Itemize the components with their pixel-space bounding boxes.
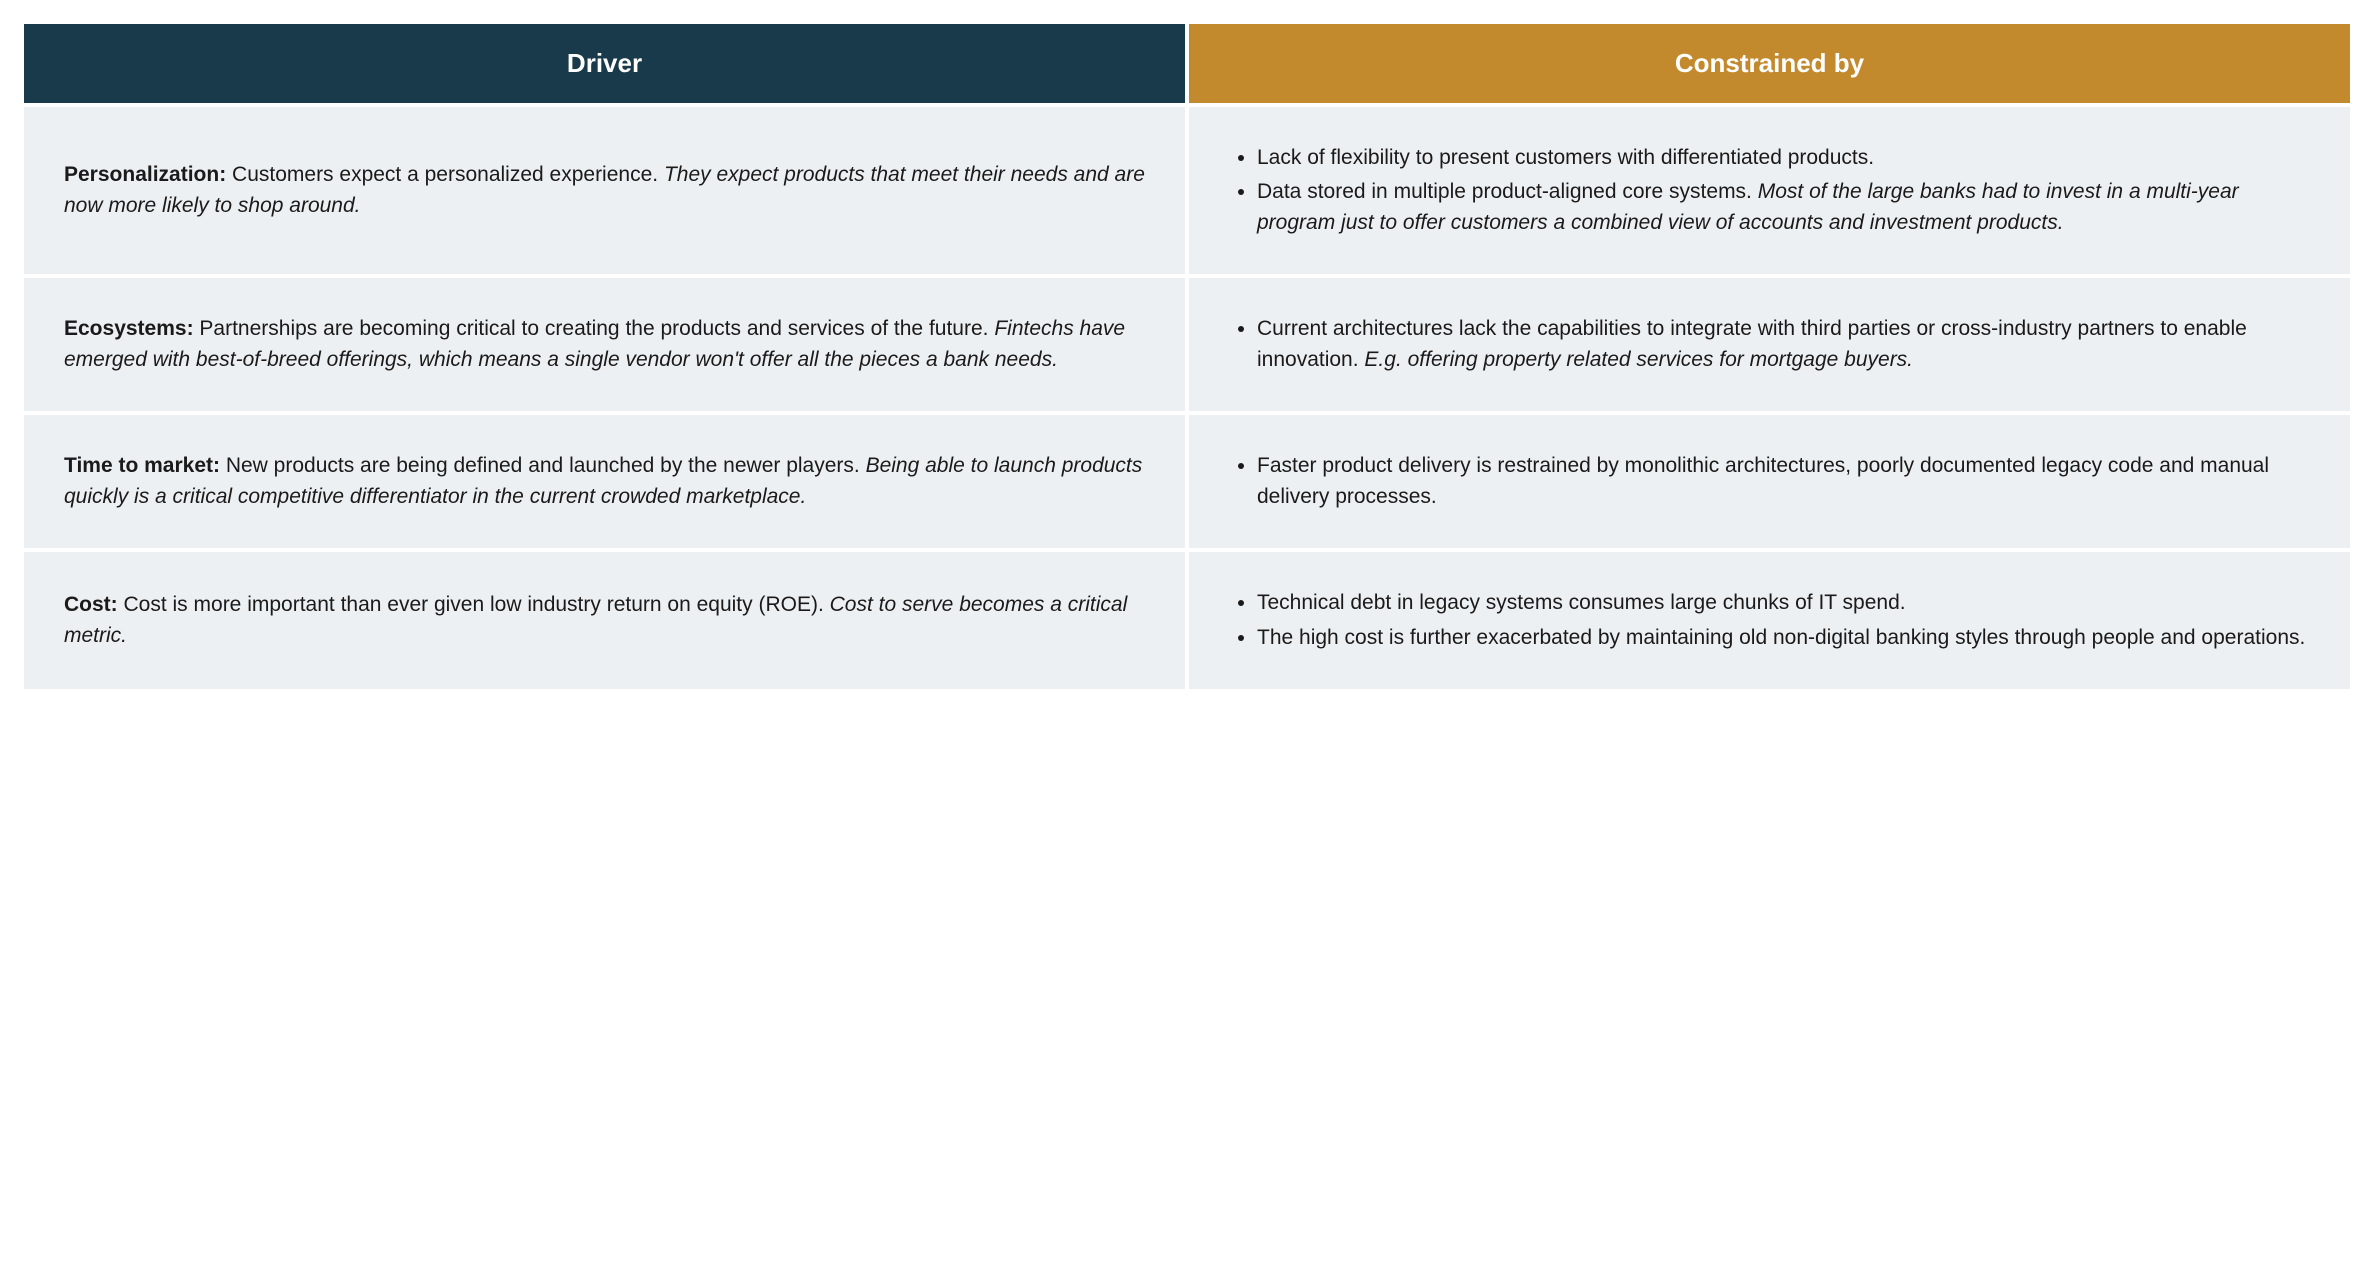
driver-text: New products are being defined and launc… [220, 454, 866, 477]
driver-title: Time to market: [64, 454, 220, 477]
header-driver: Driver [24, 24, 1185, 103]
constraint-text: Technical debt in legacy systems consume… [1257, 591, 1906, 614]
driver-text: Partnerships are becoming critical to cr… [194, 317, 995, 340]
table-row: Cost: Cost is more important than ever g… [24, 552, 2350, 689]
constraint-text: Data stored in multiple product-aligned … [1257, 180, 1758, 203]
header-constrained-by: Constrained by [1189, 24, 2350, 103]
drivers-constraints-table: Driver Constrained by Personalization: C… [20, 20, 2354, 693]
constraint-list: Technical debt in legacy systems consume… [1229, 588, 2310, 653]
constraint-italic: E.g. offering property related services … [1364, 348, 1913, 371]
constraint-cell: Current architectures lack the capabilit… [1189, 278, 2350, 411]
constraint-item: Lack of flexibility to present customers… [1257, 143, 2310, 173]
constraint-item: The high cost is further exacerbated by … [1257, 623, 2310, 653]
driver-cell: Ecosystems: Partnerships are becoming cr… [24, 278, 1185, 411]
constraint-cell: Faster product delivery is restrained by… [1189, 415, 2350, 548]
driver-text: Cost is more important than ever given l… [118, 593, 830, 616]
constraint-item: Data stored in multiple product-aligned … [1257, 177, 2310, 238]
table-row: Time to market: New products are being d… [24, 415, 2350, 548]
driver-title: Cost: [64, 593, 118, 616]
constraint-list: Lack of flexibility to present customers… [1229, 143, 2310, 238]
driver-cell: Cost: Cost is more important than ever g… [24, 552, 1185, 689]
driver-title: Personalization: [64, 163, 226, 186]
constraint-item: Faster product delivery is restrained by… [1257, 451, 2310, 512]
driver-title: Ecosystems: [64, 317, 194, 340]
table-header-row: Driver Constrained by [24, 24, 2350, 103]
driver-cell: Time to market: New products are being d… [24, 415, 1185, 548]
constraint-cell: Lack of flexibility to present customers… [1189, 107, 2350, 274]
constraint-list: Faster product delivery is restrained by… [1229, 451, 2310, 512]
constraint-text: Lack of flexibility to present customers… [1257, 146, 1874, 169]
driver-text: Customers expect a personalized experien… [226, 163, 664, 186]
table-row: Ecosystems: Partnerships are becoming cr… [24, 278, 2350, 411]
constraint-item: Current architectures lack the capabilit… [1257, 314, 2310, 375]
table-body: Personalization: Customers expect a pers… [24, 107, 2350, 689]
driver-cell: Personalization: Customers expect a pers… [24, 107, 1185, 274]
constraint-text: Faster product delivery is restrained by… [1257, 454, 2269, 507]
table-row: Personalization: Customers expect a pers… [24, 107, 2350, 274]
constraint-cell: Technical debt in legacy systems consume… [1189, 552, 2350, 689]
constraint-list: Current architectures lack the capabilit… [1229, 314, 2310, 375]
constraint-text: The high cost is further exacerbated by … [1257, 626, 2305, 649]
constraint-item: Technical debt in legacy systems consume… [1257, 588, 2310, 618]
